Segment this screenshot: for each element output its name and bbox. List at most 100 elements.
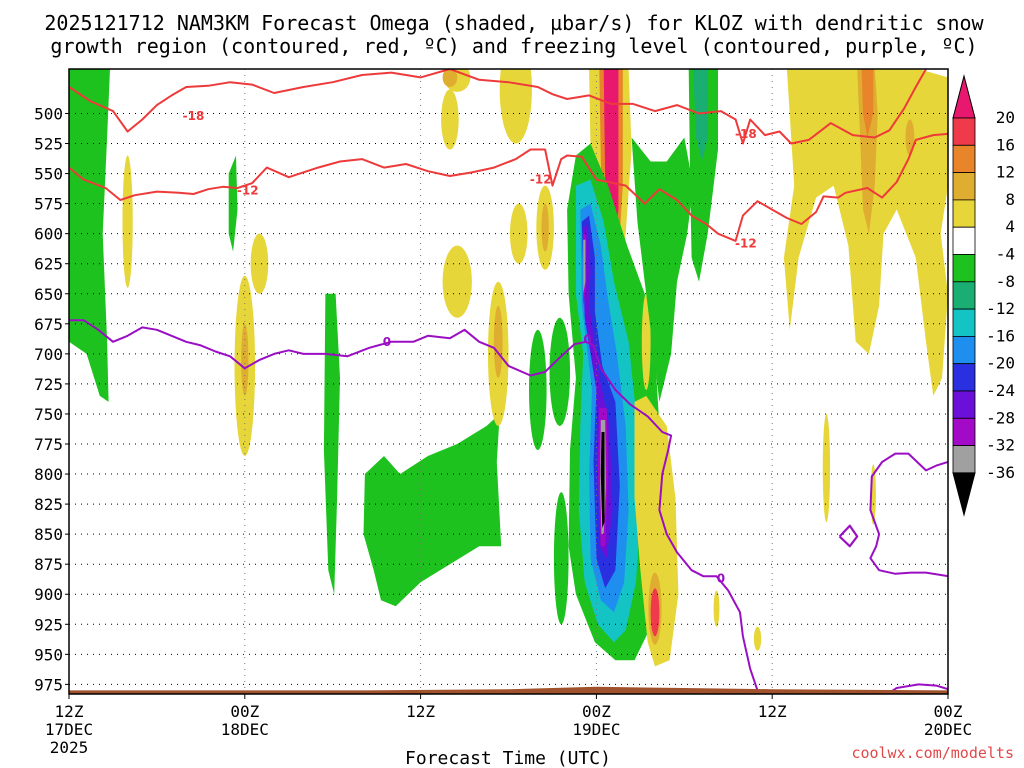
y-tick-label: 600 [34,225,63,244]
omega-region [905,119,915,156]
colorbar-bin [952,308,976,337]
colorbar-label: -8 [996,272,1015,291]
x-tick-label: 00Z [582,702,611,721]
colorbar-bin [952,335,976,365]
omega-region [553,492,569,625]
omega-region [861,69,874,138]
colorbar-bin [952,144,976,174]
colorbar-label: -32 [986,436,1015,455]
y-tick-label: 575 [34,195,63,214]
omega-region [493,305,503,378]
y-tick-label: 825 [34,495,63,514]
x-tick-date: 18DEC [221,720,269,739]
chart-title-line2: growth region (contoured, red, ºC) and f… [50,34,977,58]
colorbar-bin [952,172,976,201]
y-tick-label: 725 [34,375,63,394]
x-axis-title: Forecast Time (UTC) [405,748,611,768]
credit-text: coolwx.com/modelts [851,744,1014,762]
y-tick-label: 775 [34,435,63,454]
x-tick-label: 12Z [55,702,84,721]
plot-area [69,69,948,694]
omega-region [442,245,472,318]
y-tick-label: 925 [34,615,63,634]
contour-label: -12 [530,173,552,187]
omega-region [442,69,458,88]
colorbar-bin [952,281,976,310]
colorbar-label: -24 [986,381,1015,400]
contour-label: -12 [237,183,259,197]
omega-region [822,413,831,523]
colorbar-label: -12 [986,299,1015,318]
colorbar-label: 4 [1005,217,1015,236]
colorbar: 20 16 12 8 4 -4 -8 -12 -16 -20 -24 -28 -32 -36 [952,74,1015,517]
y-tick-label: 800 [34,465,63,484]
colorbar-bin [952,417,976,446]
colorbar-arrow-bottom [952,472,976,517]
freezing-contour-right [869,452,948,578]
freezing-contour-loop [838,524,859,548]
omega-region [549,317,571,426]
colorbar-label: -28 [986,408,1015,427]
y-tick-label: 550 [34,165,63,184]
contour-label: -18 [183,109,205,123]
omega-region [250,233,269,294]
omega-region [693,69,708,162]
contour-labels: -18 -12 -12 -18 -12 0 0 0 [183,109,757,586]
omega-region [631,137,694,402]
omega-region [583,239,586,294]
contours [69,69,948,694]
x-tick-label: 12Z [406,702,435,721]
contour-label: -18 [735,127,757,141]
y-tick-label: 650 [34,285,63,304]
colorbar-bin [952,254,976,283]
colorbar-label: 12 [996,163,1015,182]
y-tick-label: 950 [34,645,63,664]
contour-label: 0 [583,332,591,346]
colorbar-bin [952,390,976,419]
contour-label: 0 [383,335,391,349]
y-tick-label: 975 [34,675,63,694]
colorbar-bin [952,363,976,392]
x-tick-label: 12Z [758,702,787,721]
colorbar-bin [952,445,976,474]
colorbar-arrow-top [952,74,976,119]
x-tick-year: 2025 [50,738,89,757]
y-tick-label: 850 [34,525,63,544]
omega-shading [69,69,948,667]
contour-label: 0 [717,572,725,586]
plot-frame [68,68,949,695]
dgz-contour-minus18 [69,69,927,145]
colorbar-label: 8 [1005,190,1015,209]
y-tick-label: 625 [34,255,63,274]
y-tick-label: 900 [34,585,63,604]
omega-region [509,203,528,264]
terrain-surface [69,686,948,694]
grid-lines [69,69,948,694]
omega-region [713,590,720,627]
x-tick-label: 00Z [934,702,963,721]
y-tick-label: 700 [34,345,63,364]
colorbar-label: -20 [986,354,1015,373]
x-tick-label: 00Z [230,702,259,721]
omega-region [122,155,133,288]
omega-region [634,395,679,667]
omega-region [753,626,762,651]
omega-region [241,323,249,396]
omega-region [323,293,340,595]
x-tick-date: 19DEC [572,720,620,739]
colorbar-bin [952,199,976,228]
omega-region [363,414,502,607]
omega-region [541,203,549,252]
x-tick-date: 20DEC [924,720,972,739]
dgz-contour-minus12 [69,132,948,242]
y-tick-label: 875 [34,555,63,574]
omega-region [641,293,651,390]
contour-label: -12 [735,236,757,250]
colorbar-label: -36 [986,463,1015,482]
y-tick-label: 750 [34,405,63,424]
x-tick-date: 17DEC [45,720,93,739]
colorbar-label: -16 [986,326,1015,345]
colorbar-bin [952,117,976,146]
